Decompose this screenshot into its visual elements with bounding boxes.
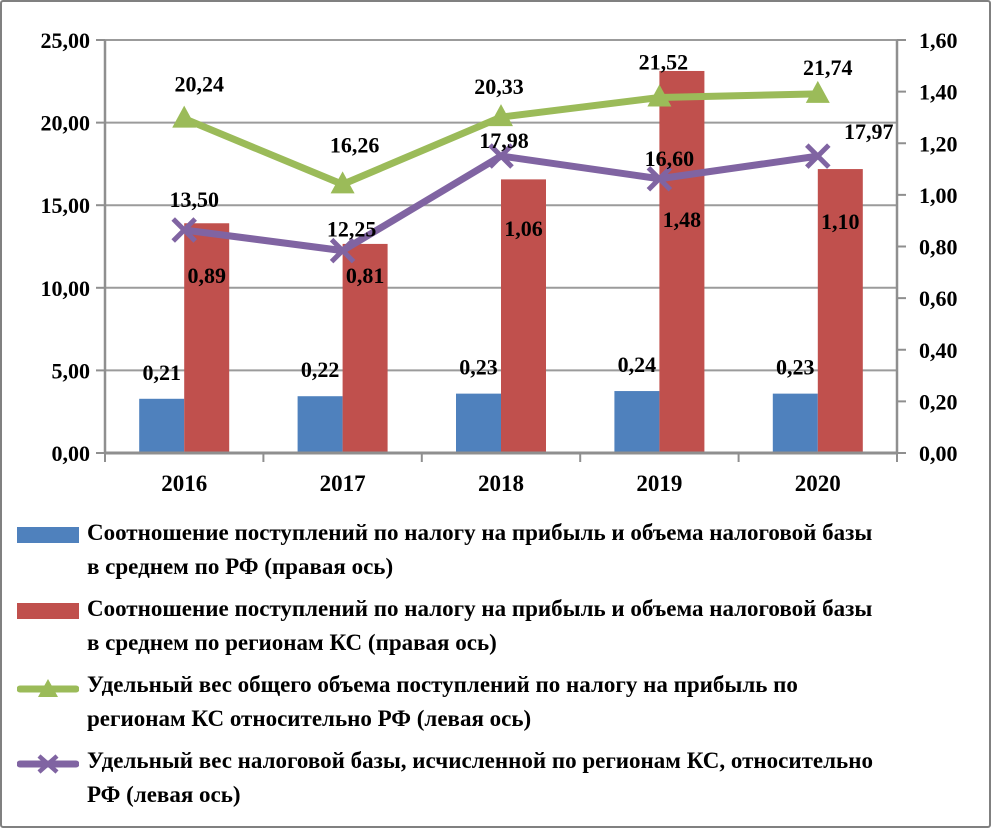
category-label: 2019 (636, 471, 682, 496)
rf-ratio-bar-data-label: 0,23 (459, 355, 498, 380)
ks-receipts-share-line-data-label: 21,74 (803, 55, 853, 80)
purple-x-line-icon (17, 754, 79, 774)
right-axis-tick-label: 1,60 (919, 28, 958, 53)
combo-chart-plot: 0,21 0,22 0,23 0,24 0,23 0,89 0,81 1,06 1,48 1,10… (41, 28, 958, 496)
left-axis-tick-label: 10,00 (41, 276, 91, 301)
rf-ratio-bar-bar (297, 396, 343, 453)
x-marker-icon (171, 217, 197, 243)
ks-receipts-share-line-data-label: 21,52 (639, 49, 689, 74)
left-axis-tick-label: 15,00 (41, 193, 91, 218)
ks-receipts-share-line-data-label: 20,24 (174, 72, 224, 97)
left-axis-tick-label: 5,00 (52, 358, 91, 383)
ks-taxbase-share-line-data-label: 12,25 (327, 217, 377, 242)
rf-ratio-bar-bar (139, 398, 185, 453)
ks-ratio-bar-bar (342, 243, 388, 453)
ks-ratio-bar-bar (817, 169, 863, 453)
chart-legend: Соотношение поступлений по налогу на при… (2, 514, 989, 812)
triangle-marker-icon (647, 84, 672, 107)
triangle-marker-icon (805, 80, 830, 103)
green-triangle-line-icon (17, 679, 79, 697)
right-axis-tick-label: 1,20 (919, 131, 958, 156)
ks-taxbase-share-line-data-label: 13,50 (169, 187, 219, 212)
ks-taxbase-share-line-data-label: 16,60 (645, 146, 695, 171)
legend-label-ks-receipts-share: Удельный вес общего объема поступлений п… (87, 672, 798, 731)
right-axis-tick-label: 0,20 (919, 389, 958, 414)
ks-ratio-bar-bar (184, 223, 230, 453)
red-bar-swatch-icon (17, 603, 79, 619)
legend-label-rf-ratio: Соотношение поступлений по налогу на при… (87, 520, 873, 579)
rf-ratio-bar-data-label: 0,23 (776, 355, 815, 380)
legend-label-ks-ratio: Соотношение поступлений по налогу на при… (87, 596, 873, 655)
legend-item-ks-receipts-share: Удельный вес общего объема поступлений п… (17, 668, 971, 736)
ks-receipts-share-line-data-label: 20,33 (474, 74, 524, 99)
left-axis-tick-label: 25,00 (41, 28, 91, 53)
rf-ratio-bar-bar (614, 391, 660, 453)
left-axis-tick-label: 20,00 (41, 111, 91, 136)
right-axis-tick-label: 1,40 (919, 80, 958, 105)
right-axis-tick-label: 1,00 (919, 183, 958, 208)
left-axis-tick-label: 0,00 (52, 441, 91, 466)
rf-ratio-bar-data-label: 0,21 (142, 360, 181, 385)
triangle-marker-icon (330, 171, 355, 194)
legend-item-ks-taxbase-share: Удельный вес налоговой базы, исчисленной… (17, 744, 971, 812)
legend-item-ks-ratio: Соотношение поступлений по налогу на при… (17, 592, 971, 660)
right-axis-tick-label: 0,00 (919, 441, 958, 466)
triangle-marker-icon (489, 104, 513, 127)
right-axis-tick-label: 0,80 (919, 235, 958, 260)
legend-label-ks-taxbase-share: Удельный вес налоговой базы, исчисленной… (87, 748, 873, 807)
ks-taxbase-share-line-data-label: 17,98 (479, 128, 529, 153)
ks-receipts-share-line-data-label: 16,26 (330, 132, 380, 157)
ks-ratio-bar-data-label: 0,89 (187, 263, 226, 288)
x-marker-icon (329, 237, 356, 264)
category-label: 2017 (320, 471, 366, 496)
ks-ratio-bar-data-label: 1,48 (663, 207, 702, 232)
rf-ratio-bar-data-label: 0,24 (618, 352, 657, 377)
ks-ratio-bar-data-label: 1,06 (504, 216, 543, 241)
x-marker-icon (805, 143, 831, 169)
category-label: 2020 (795, 471, 841, 496)
rf-ratio-bar-bar (772, 393, 818, 453)
ks-ratio-bar-bar (501, 179, 546, 453)
triangle-marker-icon (172, 105, 197, 128)
blue-bar-swatch-icon (17, 527, 79, 543)
ks-taxbase-share-line-data-label: 17,97 (844, 119, 894, 144)
ks-ratio-bar-data-label: 1,10 (821, 209, 860, 234)
right-axis-tick-label: 0,40 (919, 338, 958, 363)
ks-ratio-bar-data-label: 0,81 (346, 263, 385, 288)
rf-ratio-bar-data-label: 0,22 (301, 357, 340, 382)
legend-item-rf-ratio: Соотношение поступлений по налогу на при… (17, 516, 971, 584)
x-marker-icon (646, 166, 673, 192)
ks-ratio-bar-bar (659, 70, 705, 453)
rf-ratio-bar-bar (456, 393, 501, 453)
x-marker-icon (488, 143, 514, 169)
right-axis-tick-label: 0,60 (919, 286, 958, 311)
category-label: 2016 (161, 471, 207, 496)
category-label: 2018 (478, 471, 524, 496)
